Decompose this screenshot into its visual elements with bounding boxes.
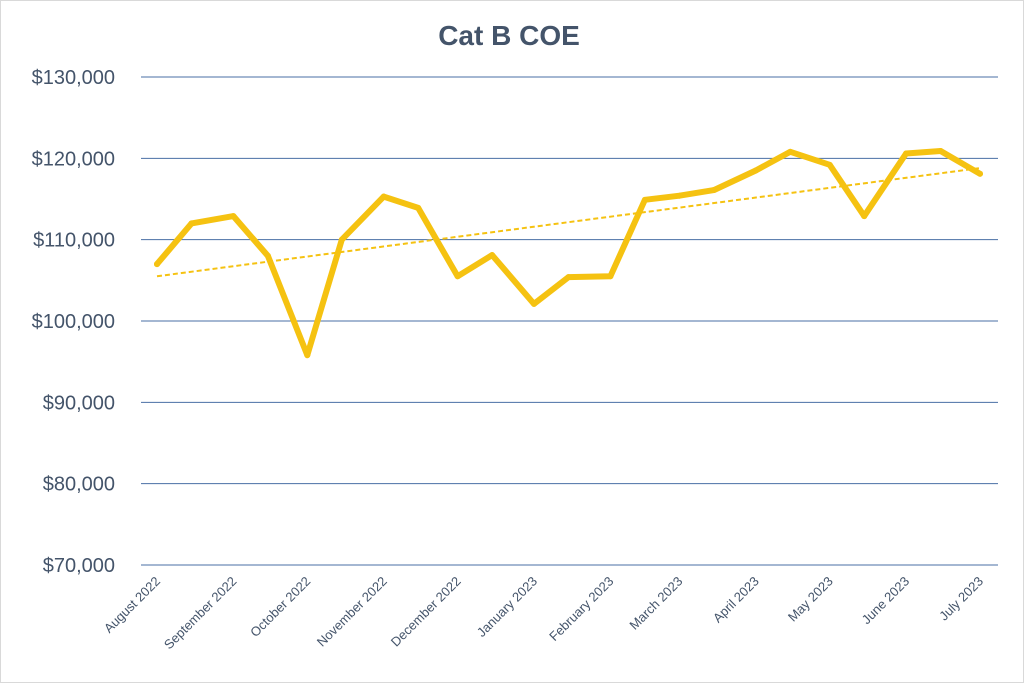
x-tick-label: May 2023 <box>785 574 836 625</box>
series-line-path <box>154 148 983 359</box>
y-tick-label: $110,000 <box>33 230 115 252</box>
data-point <box>188 220 195 227</box>
chart-title: Cat B COE <box>438 20 580 51</box>
data-point <box>338 236 345 243</box>
data-point <box>676 192 683 199</box>
x-tick-label: June 2023 <box>859 574 913 628</box>
trendline <box>156 167 981 278</box>
data-point <box>154 261 160 268</box>
data-point <box>380 193 387 200</box>
x-tick-label: February 2023 <box>546 574 616 644</box>
y-axis-tick-labels: $70,000 $80,000 $90,000 $100,000 $110,000 $12… <box>32 67 115 577</box>
x-tick-label: July 2023 <box>936 574 986 624</box>
y-tick-label: $120,000 <box>32 148 115 170</box>
series-line <box>154 148 983 359</box>
x-tick-label: November 2022 <box>314 574 390 650</box>
data-point <box>903 150 910 157</box>
y-tick-label: $70,000 <box>43 555 115 577</box>
x-tick-label: September 2022 <box>161 574 240 653</box>
x-tick-label: October 2022 <box>247 574 313 640</box>
x-tick-label: March 2023 <box>626 574 685 633</box>
x-tick-label: January 2023 <box>474 574 540 640</box>
data-point <box>531 300 538 307</box>
data-point <box>264 252 271 259</box>
data-point <box>937 148 944 155</box>
data-point <box>641 196 648 203</box>
y-tick-label: $80,000 <box>43 474 115 496</box>
data-point <box>826 161 833 168</box>
y-tick-label: $100,000 <box>32 311 115 333</box>
data-point <box>977 170 983 177</box>
y-tick-label: $90,000 <box>43 392 115 414</box>
data-point <box>710 187 717 194</box>
data-point <box>454 273 461 280</box>
x-tick-label: April 2023 <box>710 574 762 626</box>
y-tick-label: $130,000 <box>32 67 115 89</box>
data-point <box>861 213 868 220</box>
data-point <box>752 167 759 174</box>
data-point <box>415 204 422 211</box>
x-tick-label: December 2022 <box>388 574 464 650</box>
data-point <box>607 273 614 280</box>
x-tick-label: August 2022 <box>101 574 163 636</box>
data-point <box>489 252 496 259</box>
data-point <box>304 352 311 359</box>
gridlines <box>141 76 998 566</box>
data-point <box>565 274 572 281</box>
trendline-path <box>156 167 981 278</box>
data-point <box>787 148 794 155</box>
data-point <box>230 213 237 220</box>
